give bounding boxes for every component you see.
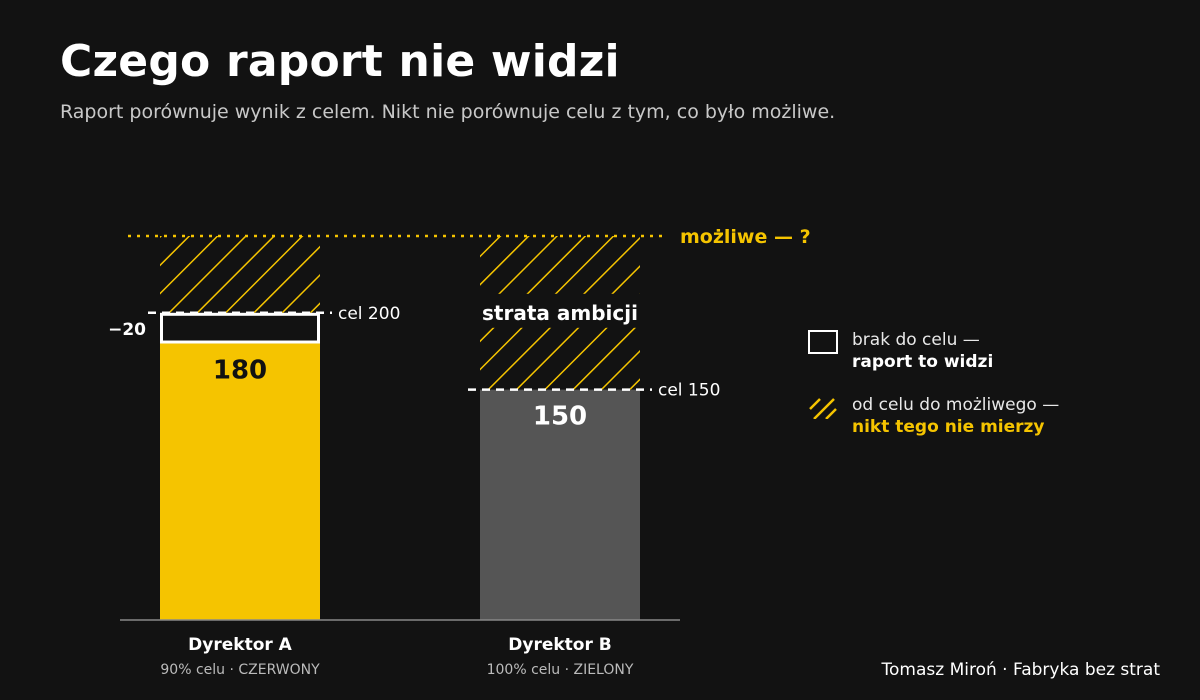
value-label: 150	[533, 402, 587, 432]
hatch-icon	[809, 398, 837, 419]
credit: Tomasz Miroń · Fabryka bez strat	[881, 660, 1160, 680]
hatch-area	[160, 236, 320, 313]
category-sublabel: 90% celu · CZERWONY	[160, 662, 320, 678]
outline-box-icon	[808, 330, 838, 354]
legend-gap-line2: raport to widzi	[852, 352, 994, 372]
hatch-annotation-bg	[480, 293, 640, 328]
bar	[160, 343, 320, 620]
legend-gap-line1: brak do celu —	[852, 330, 980, 350]
category-sublabel: 100% celu · ZIELONY	[487, 662, 634, 678]
category-label: Dyrektor A	[188, 635, 293, 655]
gap-box	[160, 312, 320, 344]
page-subtitle: Raport porównuje wynik z celem. Nikt nie…	[60, 101, 836, 123]
value-label: 180	[213, 356, 267, 386]
target-label: cel 150	[658, 381, 720, 401]
gap-label: −20	[108, 320, 146, 340]
page-title: Czego raport nie widzi	[60, 36, 620, 87]
category-label: Dyrektor B	[508, 635, 611, 655]
legend-hatch-line1: od celu do możliwego —	[852, 395, 1060, 415]
hatch-annotation: strata ambicji	[482, 301, 638, 325]
legend-hatch-line2: nikt tego nie mierzy	[852, 417, 1045, 437]
legend-item-gap: brak do celu — raport to widzi	[808, 329, 993, 373]
legend-item-hatch: od celu do możliwego — nikt tego nie mie…	[808, 394, 1059, 438]
target-label: cel 200	[338, 304, 400, 324]
bar	[480, 389, 640, 620]
possible-label: możliwe — ?	[680, 226, 811, 248]
